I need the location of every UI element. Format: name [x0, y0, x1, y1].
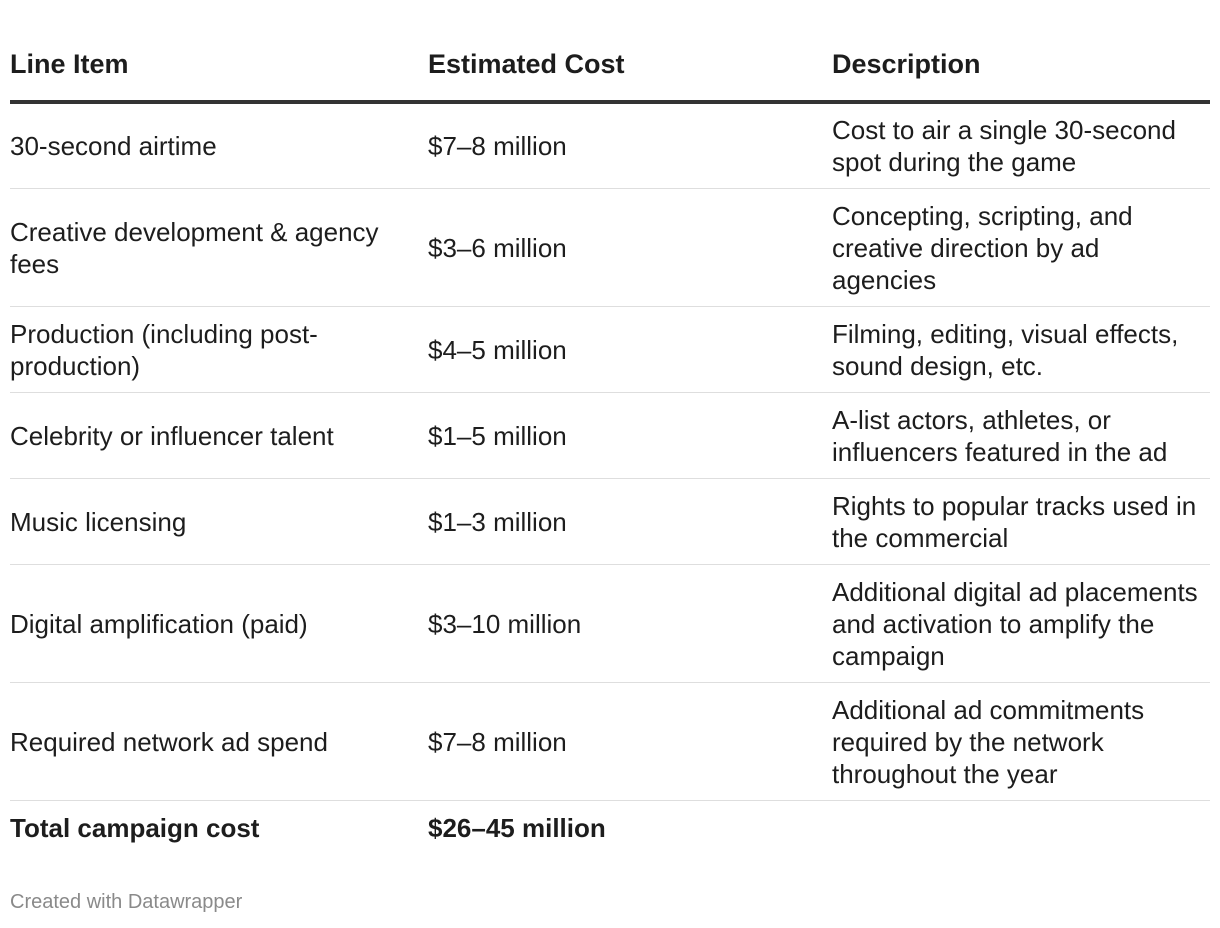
table-row: Required network ad spend $7–8 million A… — [10, 682, 1210, 801]
table-row: Music licensing $1–3 million Rights to p… — [10, 478, 1210, 565]
cell-line-item: Creative development & agency fees — [10, 188, 428, 307]
table-row: Production (including post-production) $… — [10, 306, 1210, 393]
datawrapper-credit: Created with Datawrapper — [10, 891, 243, 913]
table-row: Creative development & agency fees $3–6 … — [10, 188, 1210, 307]
total-row: Total campaign cost $26–45 million — [10, 801, 1210, 855]
cell-total-label: Total campaign cost — [10, 812, 260, 843]
column-header-label: Line Item — [10, 49, 129, 79]
cell-line-item: Production (including post-production) — [10, 306, 428, 393]
table-row: 30-second airtime $7–8 million Cost to a… — [10, 102, 1210, 189]
cell-description: Concepting, scripting, and creative dire… — [832, 188, 1210, 307]
column-header-label: Estimated Cost — [428, 49, 625, 79]
cell-description: Cost to air a single 30-second spot duri… — [832, 102, 1210, 189]
cell-estimated-cost: $4–5 million — [428, 306, 832, 393]
cell-total-cost: $26–45 million — [428, 812, 606, 843]
cell-description: Additional digital ad placements and act… — [832, 564, 1210, 683]
cell-line-item: Digital amplification (paid) — [10, 564, 428, 683]
header-row: Line Item Estimated Cost Description — [10, 0, 1210, 104]
cell-description: Additional ad commitments required by th… — [832, 682, 1210, 801]
cell-total-description — [832, 801, 1210, 855]
cell-line-item: Music licensing — [10, 478, 428, 565]
cell-estimated-cost: $1–3 million — [428, 478, 832, 565]
cell-estimated-cost: $7–8 million — [428, 682, 832, 801]
cell-description: Rights to popular tracks used in the com… — [832, 478, 1210, 565]
cost-table: Line Item Estimated Cost Description 30-… — [10, 0, 1210, 855]
cell-description: Filming, editing, visual effects, sound … — [832, 306, 1210, 393]
table-row: Celebrity or influencer talent $1–5 mill… — [10, 392, 1210, 479]
cell-estimated-cost: $1–5 million — [428, 392, 832, 479]
cell-line-item: Celebrity or influencer talent — [10, 392, 428, 479]
column-header-estimated-cost: Estimated Cost — [428, 0, 832, 104]
cost-table-container: Line Item Estimated Cost Description 30-… — [10, 0, 1210, 855]
cell-description: A-list actors, athletes, or influencers … — [832, 392, 1210, 479]
cell-line-item: Required network ad spend — [10, 682, 428, 801]
cell-line-item: 30-second airtime — [10, 102, 428, 189]
table-body: 30-second airtime $7–8 million Cost to a… — [10, 102, 1210, 855]
column-header-label: Description — [832, 49, 981, 79]
column-header-line-item: Line Item — [10, 0, 428, 104]
cell-estimated-cost: $7–8 million — [428, 102, 832, 189]
column-header-description: Description — [832, 0, 1210, 104]
table-row: Digital amplification (paid) $3–10 milli… — [10, 564, 1210, 683]
cell-estimated-cost: $3–10 million — [428, 564, 832, 683]
cell-estimated-cost: $3–6 million — [428, 188, 832, 307]
